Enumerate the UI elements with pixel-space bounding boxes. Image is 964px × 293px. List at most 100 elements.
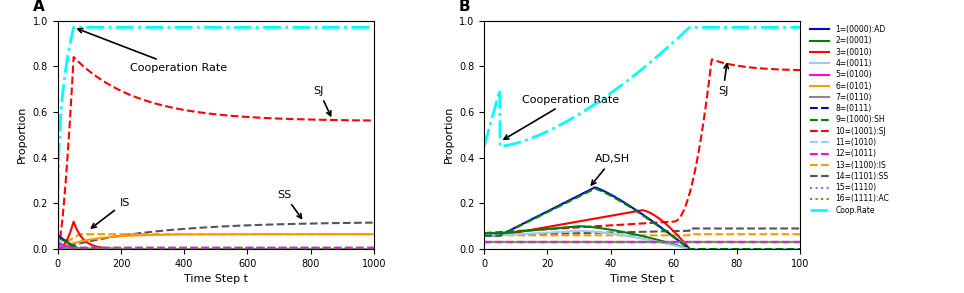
11=(1010) bbox=[368, 246, 380, 250]
11=(1010) bbox=[478, 241, 490, 244]
14=(1101):SS bbox=[696, 227, 708, 230]
5=(0100) bbox=[794, 241, 806, 244]
12=(1011) bbox=[606, 241, 618, 244]
Coop.Rate bbox=[368, 25, 380, 29]
1=(0000):AD bbox=[794, 247, 806, 251]
7=(0110) bbox=[731, 241, 742, 244]
Coop.Rate bbox=[359, 25, 370, 29]
6=(0101) bbox=[52, 247, 64, 251]
3=(0010) bbox=[67, 220, 79, 223]
6=(0101) bbox=[618, 241, 629, 244]
Coop.Rate bbox=[684, 25, 696, 29]
Text: SJ: SJ bbox=[718, 64, 729, 96]
15=(1110) bbox=[359, 247, 370, 250]
3=(0010) bbox=[52, 247, 64, 251]
13=(1100):IS bbox=[359, 232, 370, 236]
4=(0011) bbox=[684, 247, 696, 251]
12=(1011) bbox=[478, 241, 490, 244]
16=(1111):AC bbox=[52, 247, 64, 250]
16=(1111):AC bbox=[618, 241, 629, 244]
13=(1100):IS bbox=[301, 232, 312, 236]
7=(0110) bbox=[478, 241, 490, 244]
5=(0100) bbox=[205, 247, 217, 251]
9=(1000):SH bbox=[618, 201, 629, 205]
12=(1011) bbox=[618, 241, 629, 244]
16=(1111):AC bbox=[731, 241, 742, 244]
11=(1010) bbox=[725, 241, 736, 244]
7=(0110) bbox=[359, 247, 370, 251]
5=(0100) bbox=[618, 241, 629, 244]
2=(0001) bbox=[68, 244, 80, 248]
5=(0100) bbox=[198, 247, 209, 251]
2=(0001) bbox=[359, 247, 370, 251]
3=(0010) bbox=[68, 221, 80, 225]
6=(0101) bbox=[731, 241, 742, 244]
9=(1000):SH bbox=[52, 246, 64, 250]
5=(0100) bbox=[695, 241, 707, 244]
4=(0011) bbox=[794, 247, 806, 251]
16=(1111):AC bbox=[478, 241, 490, 244]
11=(1010) bbox=[606, 241, 618, 244]
14=(1101):SS bbox=[359, 221, 370, 224]
Line: 3=(0010): 3=(0010) bbox=[58, 222, 374, 249]
12=(1011) bbox=[695, 241, 707, 244]
1=(0000):AD bbox=[511, 225, 522, 229]
4=(0011) bbox=[606, 232, 618, 236]
Legend: 1=(0000):AD, 2=(0001), 3=(0010), 4=(0011), 5=(0100), 6=(0101), 7=(0110), 8=(0111: 1=(0000):AD, 2=(0001), 3=(0010), 4=(0011… bbox=[807, 22, 893, 218]
1=(0000):AD bbox=[359, 247, 370, 251]
Coop.Rate bbox=[511, 142, 522, 145]
4=(0011) bbox=[368, 247, 380, 251]
3=(0010) bbox=[606, 214, 618, 217]
Line: Coop.Rate: Coop.Rate bbox=[484, 27, 800, 146]
10=(1001):SJ bbox=[368, 119, 380, 122]
1=(0000):AD bbox=[731, 247, 742, 251]
10=(1001):SJ bbox=[67, 55, 79, 59]
3=(0010) bbox=[794, 247, 806, 251]
5=(0100) bbox=[731, 241, 742, 244]
11=(1010) bbox=[359, 246, 370, 250]
16=(1111):AC bbox=[359, 247, 370, 250]
5=(0100) bbox=[511, 241, 522, 244]
8=(0111) bbox=[359, 246, 370, 250]
Line: 14=(1101):SS: 14=(1101):SS bbox=[484, 229, 800, 235]
13=(1100):IS bbox=[684, 232, 696, 236]
Coop.Rate bbox=[52, 247, 64, 251]
1=(0000):AD bbox=[696, 247, 708, 251]
3=(0010) bbox=[368, 247, 380, 251]
13=(1100):IS bbox=[74, 232, 86, 236]
3=(0010) bbox=[696, 247, 708, 251]
Line: 2=(0001): 2=(0001) bbox=[484, 226, 800, 249]
Text: IS: IS bbox=[92, 197, 130, 228]
4=(0011) bbox=[198, 247, 209, 251]
15=(1110) bbox=[359, 247, 370, 250]
9=(1000):SH bbox=[684, 247, 696, 251]
4=(0011) bbox=[68, 247, 80, 251]
10=(1001):SJ bbox=[478, 231, 490, 235]
3=(0010) bbox=[511, 231, 522, 234]
10=(1001):SJ bbox=[725, 63, 736, 66]
1=(0000):AD bbox=[71, 247, 83, 251]
13=(1100):IS bbox=[52, 247, 64, 251]
13=(1100):IS bbox=[68, 236, 80, 239]
Coop.Rate bbox=[359, 25, 370, 29]
Coop.Rate bbox=[67, 25, 79, 29]
Line: 10=(1001):SJ: 10=(1001):SJ bbox=[484, 59, 800, 233]
13=(1100):IS bbox=[359, 232, 370, 236]
11=(1010) bbox=[618, 241, 629, 244]
1=(0000):AD bbox=[684, 247, 696, 251]
8=(0111) bbox=[68, 246, 80, 250]
X-axis label: Time Step t: Time Step t bbox=[184, 274, 248, 284]
5=(0100) bbox=[478, 241, 490, 244]
Coop.Rate bbox=[301, 25, 312, 29]
14=(1101):SS bbox=[478, 234, 490, 237]
10=(1001):SJ bbox=[731, 64, 742, 67]
1=(0000):AD bbox=[52, 234, 64, 237]
10=(1001):SJ bbox=[359, 119, 370, 122]
14=(1101):SS bbox=[684, 227, 696, 230]
5=(0100) bbox=[725, 241, 736, 244]
3=(0010) bbox=[618, 212, 629, 215]
2=(0001) bbox=[696, 247, 708, 251]
10=(1001):SJ bbox=[606, 224, 618, 227]
9=(1000):SH bbox=[205, 246, 217, 250]
9=(1000):SH bbox=[511, 226, 522, 229]
